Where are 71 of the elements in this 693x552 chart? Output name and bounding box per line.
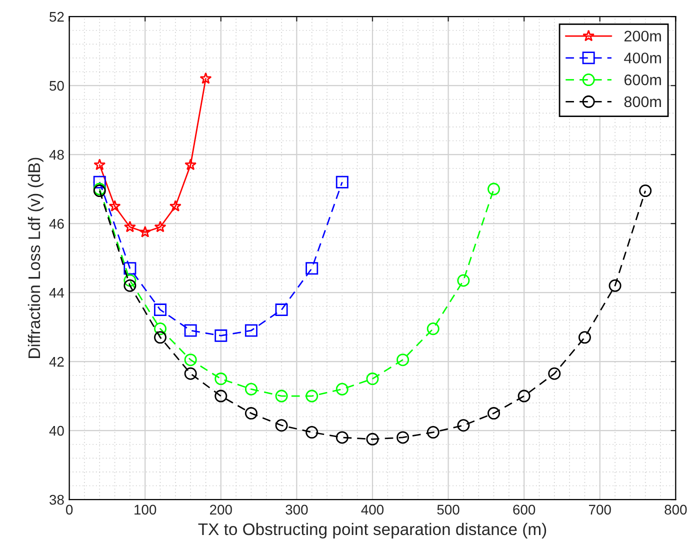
x-tick-label: 100: [134, 504, 156, 515]
point: [578, 331, 591, 344]
y-tick-label: 52: [50, 12, 64, 22]
point: [306, 390, 318, 402]
x-axis-title: TX to Obstructing point separation distance (m): [198, 522, 546, 538]
point: [518, 390, 530, 402]
point: [244, 407, 258, 420]
point: [548, 367, 561, 380]
x-tick-label: 300: [286, 504, 308, 515]
point: [93, 176, 106, 188]
legend-label: 600m: [624, 74, 661, 86]
point: [169, 200, 182, 212]
point: [244, 382, 258, 396]
point: [154, 304, 167, 316]
legend-label: 800m: [624, 96, 661, 108]
point: [184, 354, 197, 366]
point: [366, 372, 379, 386]
legend-label: 200m: [624, 30, 661, 42]
point: [214, 372, 228, 386]
point: [457, 274, 470, 287]
point: [366, 432, 379, 446]
y-tick-label: 50: [50, 80, 64, 91]
y-tick-label: 48: [49, 150, 64, 160]
y-tick-label: 42: [49, 356, 64, 367]
point: [426, 322, 440, 336]
y-tick-label: 46: [49, 218, 64, 229]
x-tick-label: 0: [66, 504, 73, 515]
point: [154, 220, 166, 232]
point: [275, 390, 288, 402]
point: [184, 324, 197, 337]
point: [124, 274, 136, 287]
point: [396, 431, 410, 444]
point: [124, 220, 136, 232]
point: [214, 390, 228, 402]
point: [154, 322, 167, 336]
point: [608, 279, 622, 292]
point: [426, 426, 440, 439]
point: [200, 72, 212, 84]
point: [336, 176, 348, 188]
point: [184, 367, 197, 380]
point: [306, 262, 318, 275]
point: [184, 158, 197, 170]
y-tick-label: 40: [49, 426, 64, 436]
point: [396, 354, 410, 366]
point: [336, 431, 348, 444]
point: [488, 182, 500, 196]
point: [214, 329, 228, 342]
x-tick-label: 200: [210, 504, 232, 515]
point: [244, 324, 258, 337]
point: [154, 331, 167, 344]
x-tick-label: 800: [664, 504, 687, 515]
y-tick-label: 44: [49, 288, 64, 298]
point: [275, 304, 288, 316]
point: [639, 184, 652, 198]
point: [306, 426, 318, 439]
point: [139, 226, 152, 238]
point: [94, 158, 106, 170]
y-tick-label: 38: [50, 494, 64, 505]
point: [275, 419, 288, 432]
point: [124, 262, 136, 275]
point: [488, 407, 500, 420]
x-tick-label: 600: [513, 504, 536, 515]
x-tick-label: 500: [437, 504, 460, 515]
x-tick-label: 400: [361, 504, 384, 515]
point: [108, 200, 121, 212]
point: [336, 382, 348, 396]
x-tick-label: 700: [589, 504, 611, 515]
y-axis-title: Diffraction Loss Ldf (v) (dB): [28, 158, 44, 358]
point: [457, 419, 470, 432]
legend-label: 400m: [624, 52, 661, 64]
point: [124, 279, 136, 292]
